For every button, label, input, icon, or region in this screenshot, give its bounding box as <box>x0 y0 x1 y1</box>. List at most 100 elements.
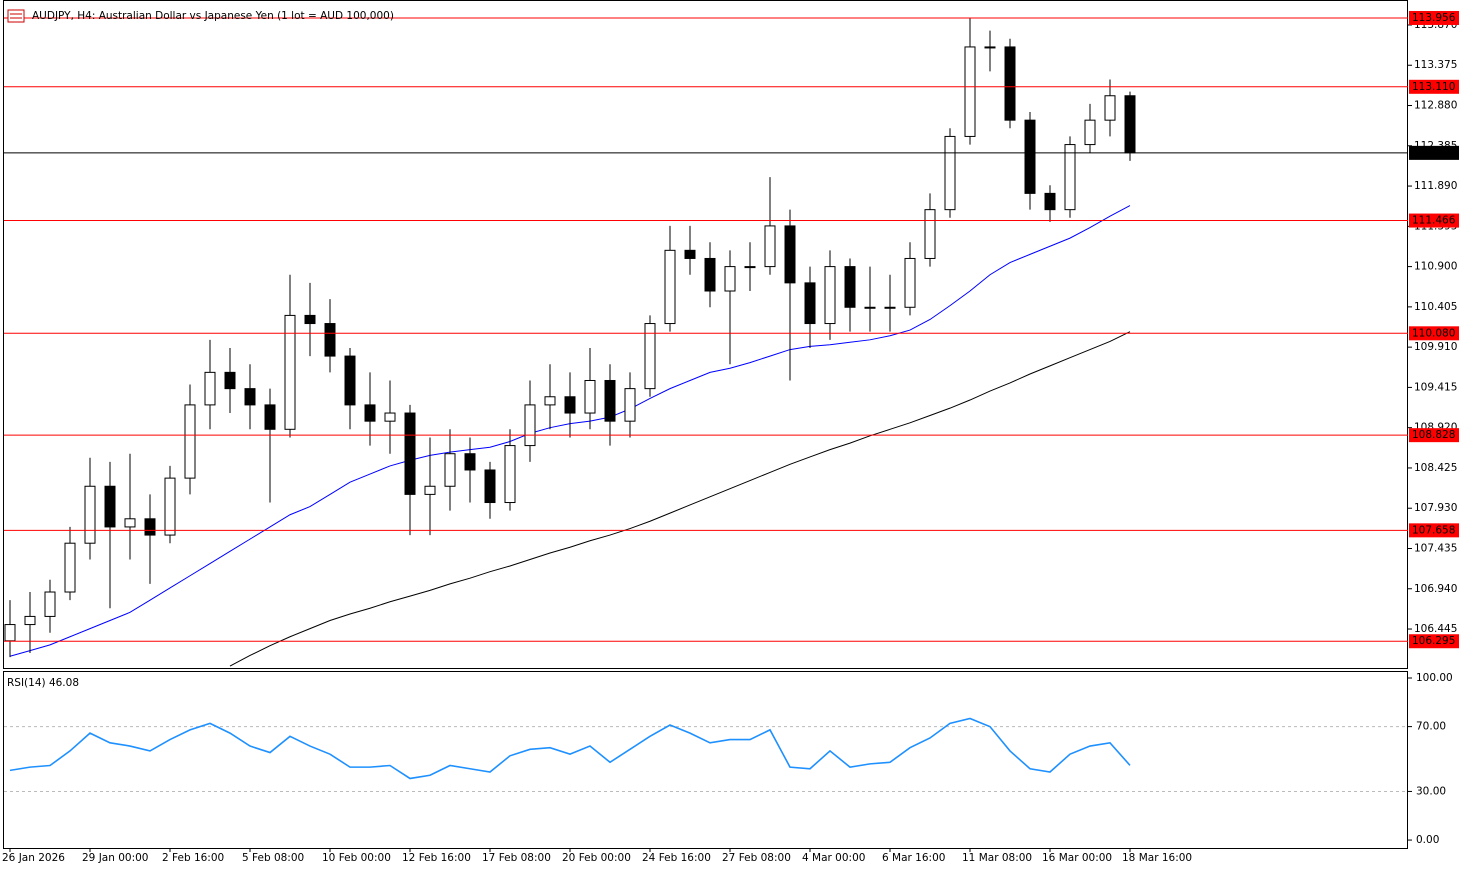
price-level-label: 112.298 <box>1412 147 1455 159</box>
y-tick-label: 110.900 <box>1414 261 1457 273</box>
y-tick-label: 70.00 <box>1416 721 1446 733</box>
price-level-label: 113.956 <box>1412 12 1456 24</box>
x-tick-label: 27 Feb 08:00 <box>722 852 791 864</box>
candle-body <box>844 266 856 308</box>
candle-body <box>484 469 496 504</box>
candle-body <box>24 615 36 626</box>
x-tick-label: 29 Jan 00:00 <box>82 852 148 864</box>
candle-body <box>124 518 136 528</box>
candle-body <box>1124 95 1136 154</box>
candle-body <box>1104 95 1116 121</box>
candle-body <box>364 404 376 422</box>
chart-title: AUDJPY, H4: Australian Dollar vs Japanes… <box>32 10 394 22</box>
candle-body <box>1004 46 1016 121</box>
symbol-icon <box>7 9 25 23</box>
candle-body <box>524 404 536 447</box>
candle-body <box>384 412 396 422</box>
candle-body <box>904 257 916 308</box>
candle-body <box>964 46 976 137</box>
x-tick-label: 26 Jan 2026 <box>2 852 65 864</box>
x-tick-label: 5 Feb 08:00 <box>242 852 304 864</box>
candle-body <box>604 379 616 422</box>
y-tick-label: 106.940 <box>1414 583 1457 595</box>
x-tick-label: 20 Feb 00:00 <box>562 852 631 864</box>
x-tick-label: 24 Feb 16:00 <box>642 852 711 864</box>
candle-body <box>944 135 956 211</box>
candle-body <box>304 314 316 325</box>
candle-body <box>264 404 276 430</box>
price-level-tag <box>1409 213 1459 228</box>
y-tick-label: 107.435 <box>1414 542 1457 554</box>
price-level-label: 113.110 <box>1412 81 1455 93</box>
price-level-label: 110.080 <box>1412 327 1455 339</box>
candle-body <box>4 624 16 642</box>
candle-body <box>144 518 156 536</box>
candle-body <box>784 225 796 284</box>
candle-body <box>224 371 236 390</box>
candle-body <box>824 266 836 325</box>
price-level-label: 111.466 <box>1412 215 1456 227</box>
candle-body <box>584 379 596 414</box>
candle-body <box>464 453 476 471</box>
x-tick-label: 16 Mar 00:00 <box>1042 852 1112 864</box>
y-tick-label: 111.890 <box>1414 180 1457 192</box>
price-level-tag <box>1409 10 1459 25</box>
y-tick-label: 30.00 <box>1416 785 1446 797</box>
price-level-tag <box>1409 79 1459 94</box>
candle-body <box>624 388 636 422</box>
candle-body <box>284 314 296 430</box>
y-tick-label: 100.00 <box>1416 672 1453 684</box>
candle-body <box>104 485 116 528</box>
candle-body <box>504 445 516 504</box>
y-tick-label: 0.00 <box>1416 834 1439 846</box>
moving-average-line <box>229 331 1131 667</box>
candle-body <box>744 266 756 269</box>
candle-body <box>244 388 256 406</box>
candle-body <box>84 485 96 544</box>
candle-body <box>204 371 216 406</box>
x-tick-label: 12 Feb 16:00 <box>402 852 471 864</box>
rsi-title: RSI(14) 46.08 <box>7 677 79 689</box>
rsi-panel-frame <box>3 671 1408 849</box>
candle-body <box>684 249 696 259</box>
candle-body <box>804 282 816 325</box>
candle-body <box>984 46 996 49</box>
price-level-tag <box>1409 634 1459 649</box>
candle-body <box>704 257 716 292</box>
candle-body <box>1044 192 1056 211</box>
y-tick-label: 112.880 <box>1414 100 1457 112</box>
candle-body <box>324 323 336 357</box>
candle-body <box>1084 119 1096 146</box>
candle-body <box>404 412 416 495</box>
price-level-label: 108.828 <box>1412 429 1455 441</box>
candle-body <box>544 396 556 406</box>
y-tick-label: 110.405 <box>1414 301 1457 313</box>
price-level-tag <box>1409 145 1459 160</box>
price-level-tag <box>1409 428 1459 443</box>
candle-body <box>864 306 876 309</box>
candle-body <box>164 477 176 536</box>
x-tick-label: 10 Feb 00:00 <box>322 852 391 864</box>
rsi-line <box>9 717 1131 780</box>
y-tick-label: 108.425 <box>1414 462 1457 474</box>
candle-body <box>344 355 356 406</box>
candle-body <box>664 249 676 325</box>
y-tick-label: 113.375 <box>1414 59 1457 71</box>
y-tick-label: 107.930 <box>1414 502 1457 514</box>
candle-body <box>1024 119 1036 194</box>
price-level-label: 107.658 <box>1412 524 1455 536</box>
x-tick-label: 18 Mar 16:00 <box>1122 852 1192 864</box>
candle-body <box>444 453 456 487</box>
candle-body <box>924 209 936 259</box>
main-panel-frame <box>3 0 1408 669</box>
candle-body <box>424 485 436 495</box>
price-level-tag <box>1409 523 1459 538</box>
candle-body <box>884 306 896 309</box>
y-tick-label: 109.910 <box>1414 341 1457 353</box>
y-tick-label: 106.445 <box>1414 623 1457 635</box>
candle-body <box>1064 144 1076 211</box>
y-tick-label: 109.415 <box>1414 381 1457 393</box>
